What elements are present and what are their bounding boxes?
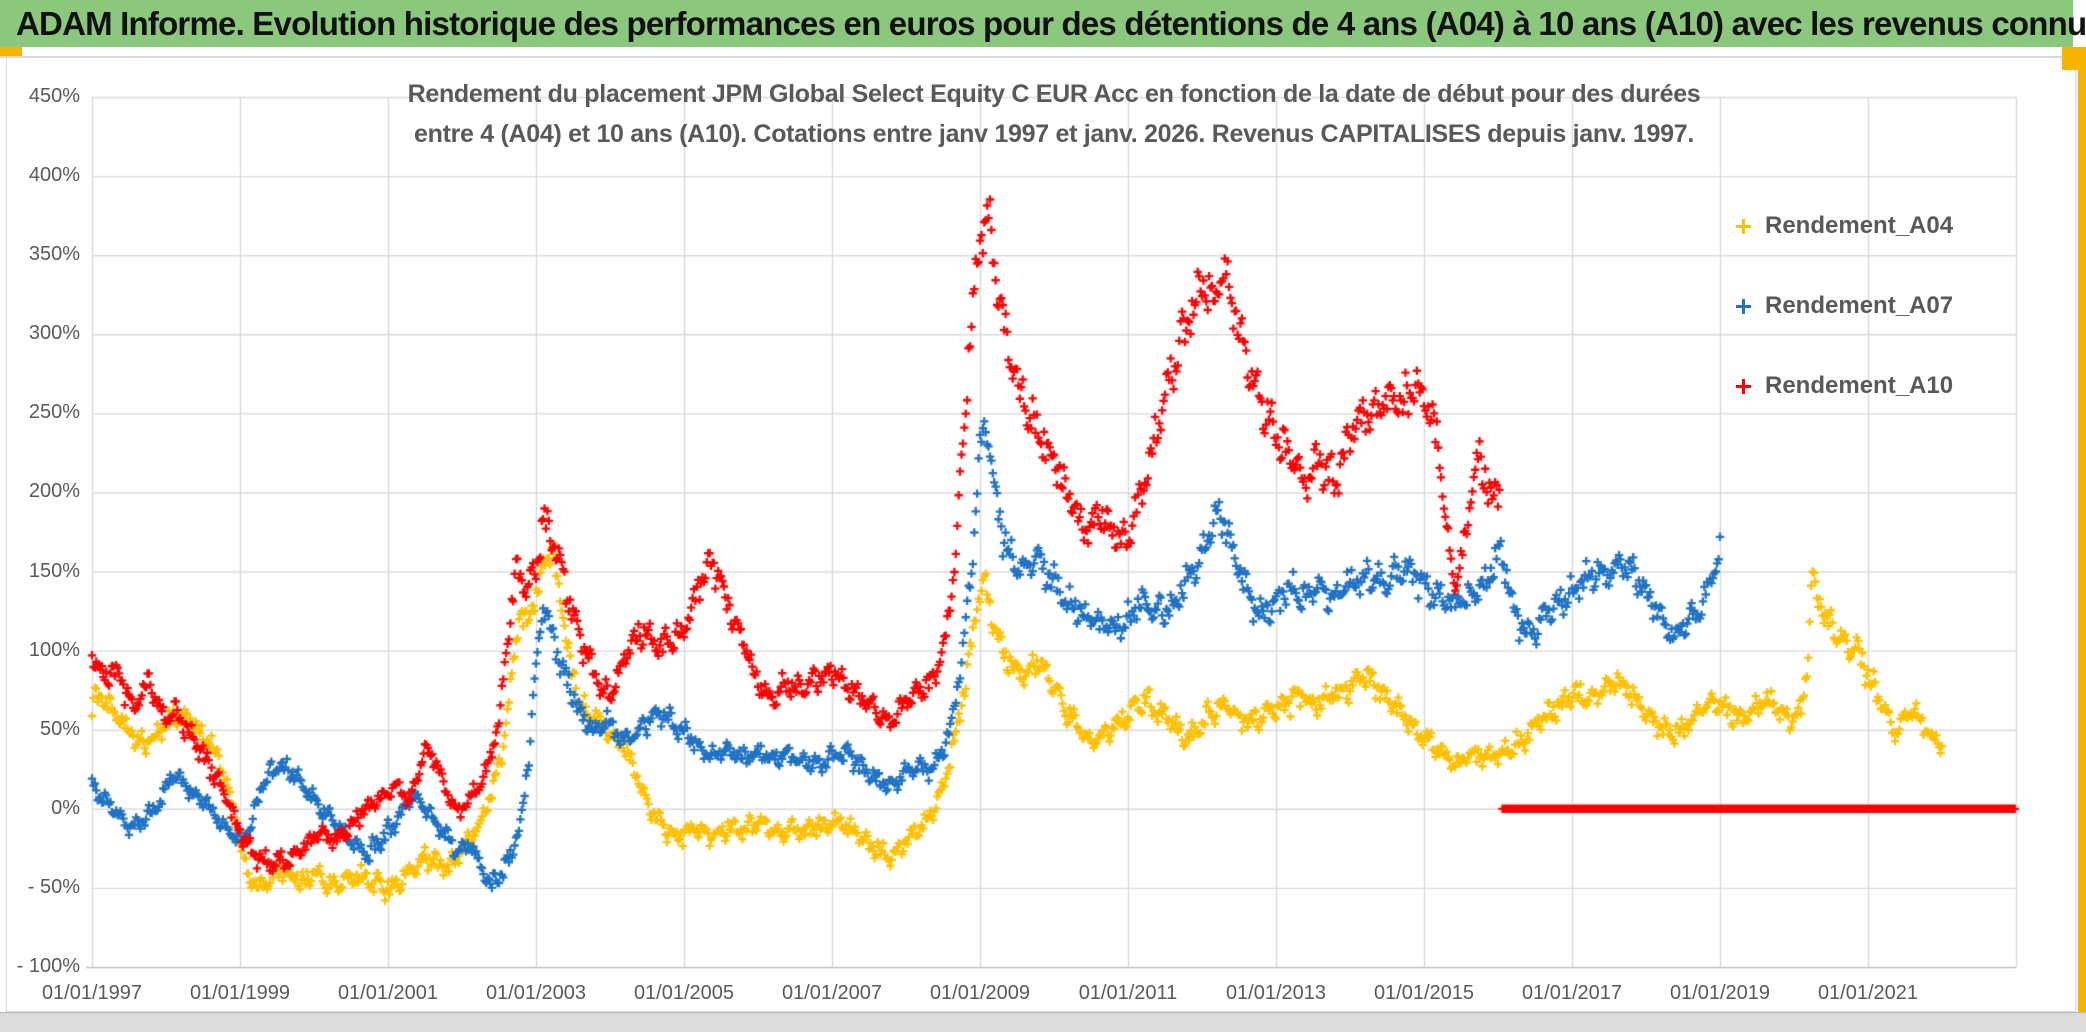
- y-tick-label: 300%: [28, 322, 80, 345]
- top-divider-line: [0, 56, 2062, 58]
- title-bar: ADAM Informe. Evolution historique des p…: [0, 0, 2086, 47]
- x-tick-label: 01/01/2005: [633, 982, 735, 1004]
- y-tick-label: - 100%: [16, 955, 80, 977]
- y-tick-label: 350%: [28, 243, 80, 266]
- y-tick-label: 100%: [28, 638, 80, 661]
- y-tick-label: 250%: [28, 401, 80, 424]
- x-tick-label: 01/01/2013: [1225, 982, 1327, 1004]
- accent-strip-right[interactable]: [2078, 47, 2086, 1012]
- x-tick-label: 01/01/2021: [1817, 982, 1919, 1004]
- y-tick-label: 400%: [28, 164, 80, 187]
- x-tick-label: 01/01/2017: [1521, 982, 1623, 1004]
- plus-marker-icon: [1736, 378, 1751, 394]
- x-tick-label: 01/01/2019: [1669, 982, 1771, 1004]
- y-tick-label: 50%: [39, 717, 80, 740]
- accent-strip-top-left: [0, 47, 22, 56]
- y-tick-label: 200%: [28, 480, 80, 503]
- plus-marker-icon: [1736, 218, 1751, 234]
- y-tick-label: 0%: [51, 796, 80, 819]
- x-tick-label: 01/01/2007: [781, 982, 883, 1004]
- y-tick-label: 150%: [28, 559, 80, 582]
- x-tick-label: 01/01/1997: [41, 982, 143, 1004]
- legend-item-rendement_a07[interactable]: Rendement_A07: [1736, 292, 1953, 320]
- x-tick-label: 01/01/1999: [189, 982, 291, 1004]
- chart-title-line2: entre 4 (A04) et 10 ans (A10). Cotations…: [413, 120, 1694, 148]
- x-tick-label: 01/01/2015: [1373, 982, 1475, 1004]
- legend-label: Rendement_A10: [1765, 372, 1954, 399]
- y-tick-label: 450%: [28, 85, 80, 107]
- x-tick-label: 01/01/2001: [337, 982, 439, 1004]
- page-title: ADAM Informe. Evolution historique des p…: [16, 4, 2086, 42]
- x-tick-label: 01/01/2003: [485, 982, 587, 1004]
- chart-title: Rendement du placement JPM Global Select…: [408, 74, 1701, 154]
- x-tick-label: 01/01/2009: [929, 982, 1031, 1004]
- x-tick-label: 01/01/2011: [1078, 982, 1178, 1004]
- legend-label: Rendement_A07: [1765, 292, 1954, 319]
- chart-object-border: [6, 57, 2076, 1012]
- chart-title-line1: Rendement du placement JPM Global Select…: [407, 80, 1701, 108]
- plus-marker-icon: [1736, 298, 1751, 314]
- legend-item-rendement_a10[interactable]: Rendement_A10: [1736, 372, 1953, 400]
- legend-item-rendement_a04[interactable]: Rendement_A04: [1736, 212, 1953, 240]
- y-tick-label: - 50%: [27, 875, 80, 898]
- bottom-scrollbar-strip[interactable]: [0, 1012, 2086, 1032]
- legend-label: Rendement_A04: [1765, 212, 1954, 239]
